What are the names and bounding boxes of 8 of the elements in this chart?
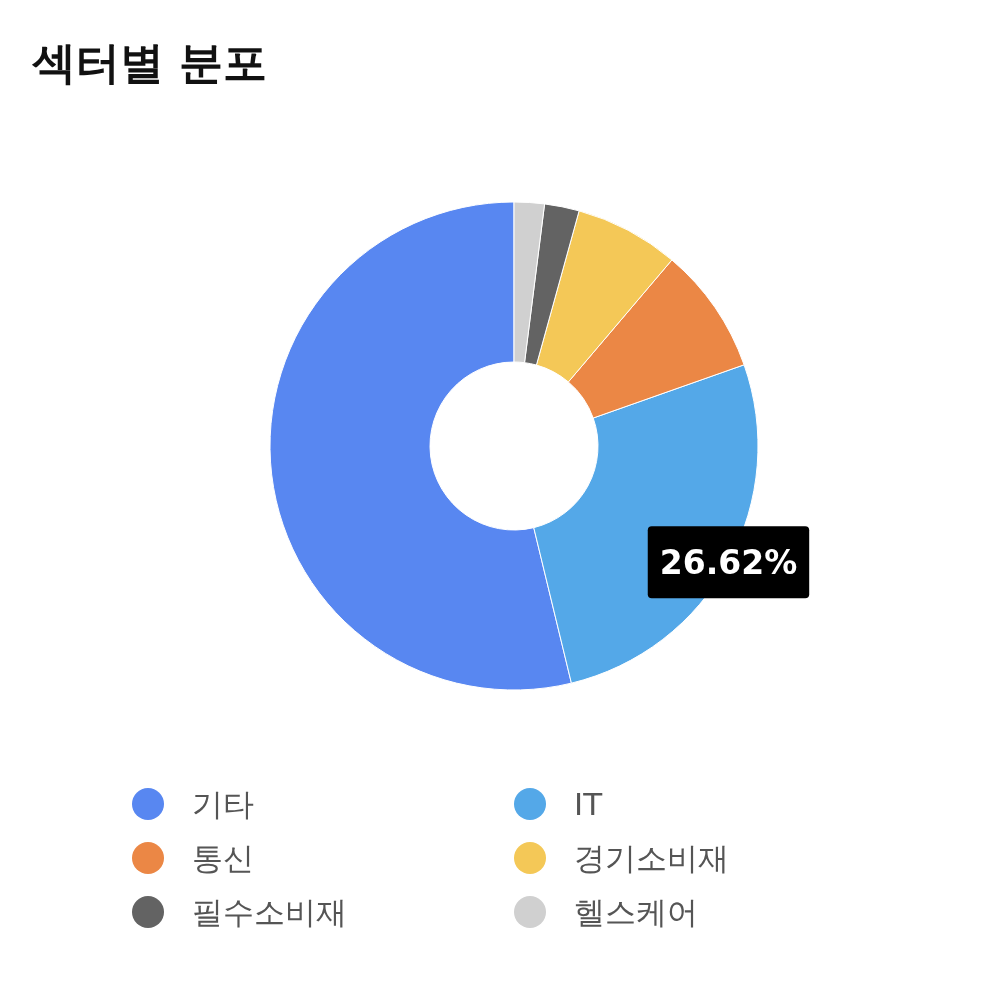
data-label: 26.62% [659,543,798,583]
legend-label: 통신 [192,840,254,876]
legend-label: 경기소비재 [574,840,729,876]
chart-title: 섹터별 분포 [31,37,268,88]
legend-label: 기타 [192,786,254,822]
legend-label: 헬스케어 [574,894,698,930]
legend-label: IT [574,786,604,822]
legend-label: 필수소비재 [192,894,347,930]
